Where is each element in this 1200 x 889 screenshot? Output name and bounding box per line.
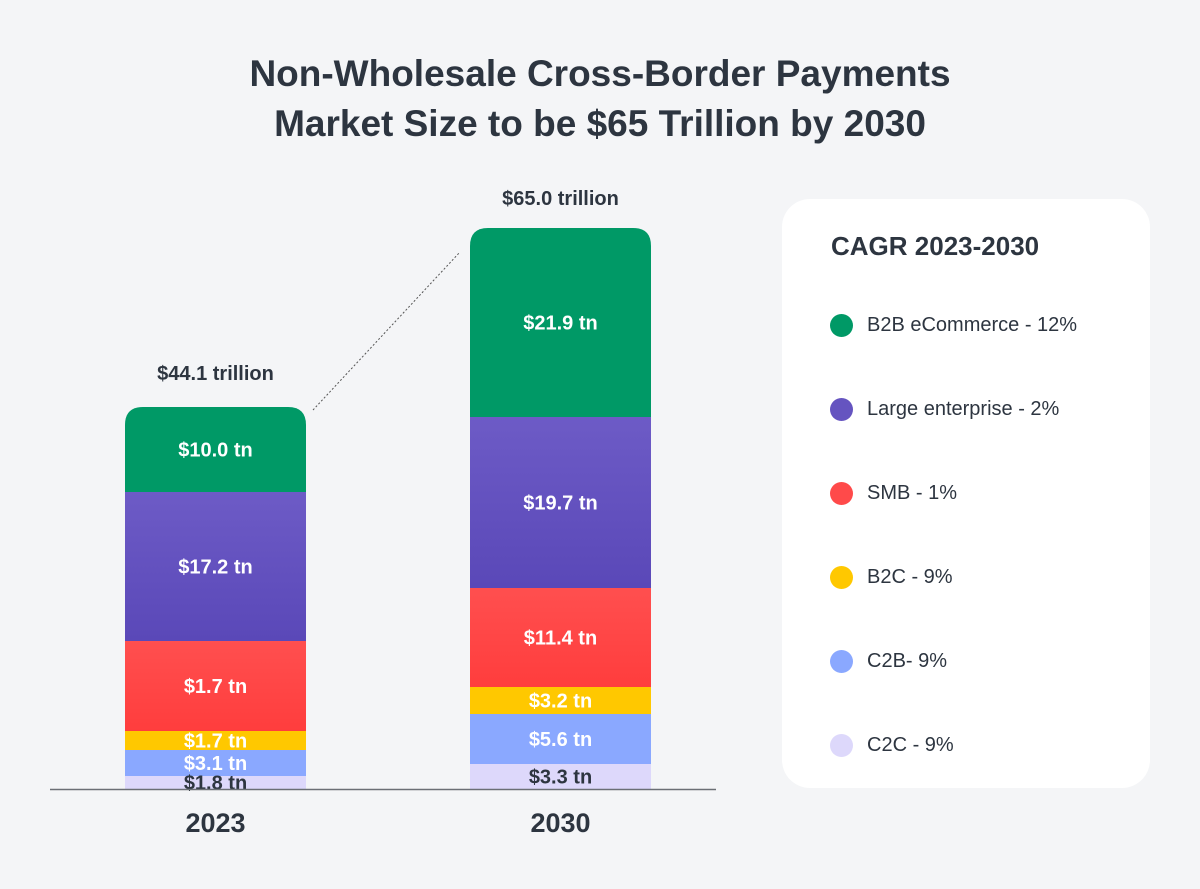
chart-title-line-2: Market Size to be $65 Trillion by 2030 [274, 103, 926, 144]
segment-label: $19.7 tn [523, 493, 597, 515]
segment-label: $1.7 tn [184, 731, 247, 753]
bar-segment-smb [125, 641, 306, 731]
legend-swatch [830, 482, 853, 505]
legend-label: C2C - 9% [867, 734, 954, 756]
bar-segment-b2c [125, 731, 306, 750]
legend-item: C2B- 9% [830, 650, 947, 673]
segment-label: $1.7 tn [184, 676, 247, 698]
bar-segment-b2b-ecommerce [125, 407, 306, 492]
legend-label: SMB - 1% [867, 482, 958, 504]
legend-swatch [830, 314, 853, 337]
bar-segment-large-enterprise [470, 417, 651, 588]
segment-label: $3.1 tn [184, 753, 247, 775]
legend-label: Large enterprise - 2% [867, 398, 1060, 420]
bar-segment-c2b [125, 750, 306, 776]
bar-2023 [125, 407, 306, 789]
legend-label: C2B- 9% [867, 650, 948, 672]
bar-segment-b2b-ecommerce [470, 228, 651, 417]
legend-card: CAGR 2023-2030 B2B eCommerce - 12% Large … [782, 199, 1150, 788]
segment-label: $11.4 tn [524, 628, 597, 650]
legend-label: B2C - 9% [867, 566, 953, 588]
bar-segment-c2c [125, 776, 306, 789]
legend-label: B2B eCommerce - 12% [867, 314, 1078, 336]
bar-segment-large-enterprise [125, 492, 306, 641]
x-tick-label: 2030 [530, 808, 590, 838]
total-label: $44.1 trillion [157, 363, 274, 385]
legend-swatch [830, 398, 853, 421]
legend-item: SMB - 1% [830, 482, 957, 505]
legend-swatch [830, 734, 853, 757]
segment-label: $10.0 tn [178, 440, 252, 462]
x-tick-label: 2023 [185, 808, 245, 838]
bar-2030 [470, 228, 651, 789]
segment-label: $3.2 tn [529, 691, 592, 713]
legend-item: B2C - 9% [830, 566, 953, 589]
bar-segment-smb [470, 588, 651, 687]
bar-segment-c2c [470, 764, 651, 789]
legend-swatch [830, 650, 853, 673]
total-label: $65.0 trillion [502, 188, 619, 210]
segment-label: $1.8 tn [184, 773, 247, 795]
legend-item: Large enterprise - 2% [830, 398, 1059, 421]
chart-title-line-1: Non-Wholesale Cross-Border Payments [249, 53, 951, 94]
bar-segment-b2c [470, 687, 651, 714]
legend-item: B2B eCommerce - 12% [830, 314, 1077, 337]
bar-segment-c2b [470, 714, 651, 764]
legend-title: CAGR 2023-2030 [831, 231, 1040, 261]
segment-label: $17.2 tn [178, 557, 252, 579]
growth-connector-line [312, 251, 461, 411]
legend-item: C2C - 9% [830, 734, 954, 757]
legend-swatch [830, 566, 853, 589]
segment-label: $21.9 tn [523, 313, 597, 335]
segment-label: $3.3 tn [529, 767, 592, 789]
segment-label: $5.6 tn [529, 729, 592, 751]
